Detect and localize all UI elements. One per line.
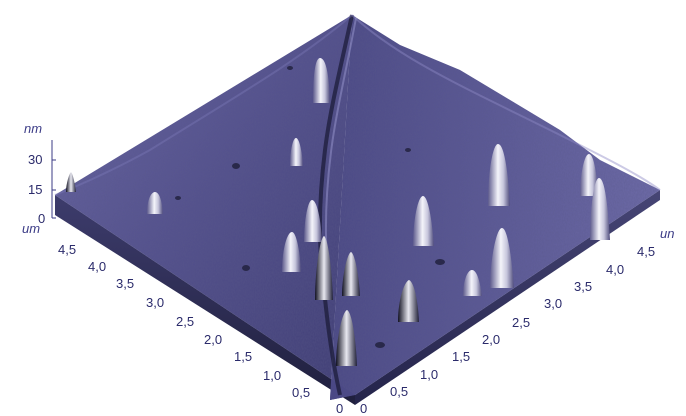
- z-tick-label: 30: [28, 152, 43, 167]
- right-axis-tick: 3,5: [574, 279, 593, 294]
- central-ridge: [317, 14, 354, 396]
- right-axis-tick: 2,0: [482, 332, 501, 347]
- left-side-wall: [55, 195, 355, 405]
- left-axis-tick: 2,5: [176, 314, 195, 329]
- right-axis-tick: 0,5: [390, 384, 409, 399]
- left-axis-tick: 3,5: [116, 276, 135, 291]
- left-axis-tick: 2,0: [204, 332, 223, 347]
- right-axis-tick: 4,5: [637, 244, 656, 259]
- left-ridge: [54, 14, 353, 196]
- left-axis-tick: 1,0: [263, 368, 282, 383]
- right-axis-tick: 4,0: [606, 262, 625, 277]
- right-axis-tick: 2,5: [512, 315, 531, 330]
- z-tick-label: 15: [28, 182, 43, 197]
- right-axis-unit-label: un: [660, 226, 675, 241]
- left-axis-tick: 1,5: [234, 349, 253, 364]
- right-axis-tick: 1,0: [420, 367, 439, 382]
- surface-peaks: [147, 58, 610, 296]
- left-axis-tick: 4,5: [58, 242, 77, 257]
- z-tick-label: 0: [38, 211, 46, 226]
- left-axis-tick: 3,0: [146, 295, 165, 310]
- left-axis-tick: 0: [336, 401, 344, 416]
- left-axis-tick: 0,5: [292, 385, 311, 400]
- left-axis-tick: 4,0: [88, 259, 107, 274]
- z-axis: [51, 140, 56, 219]
- right-side-wall: [355, 190, 660, 405]
- right-axis-tick: 3,0: [544, 296, 563, 311]
- surface-spikes: [66, 172, 419, 366]
- right-ridge: [351, 14, 661, 191]
- right-axis-tick: 1,5: [452, 349, 471, 364]
- right-axis-tick: 0: [360, 401, 368, 416]
- left-axis-unit-label: um: [22, 221, 41, 236]
- surface-texture: [55, 15, 660, 395]
- z-axis-unit-label: nm: [24, 121, 43, 136]
- surface-pits: [175, 66, 445, 348]
- ridge-highlight: [324, 17, 357, 273]
